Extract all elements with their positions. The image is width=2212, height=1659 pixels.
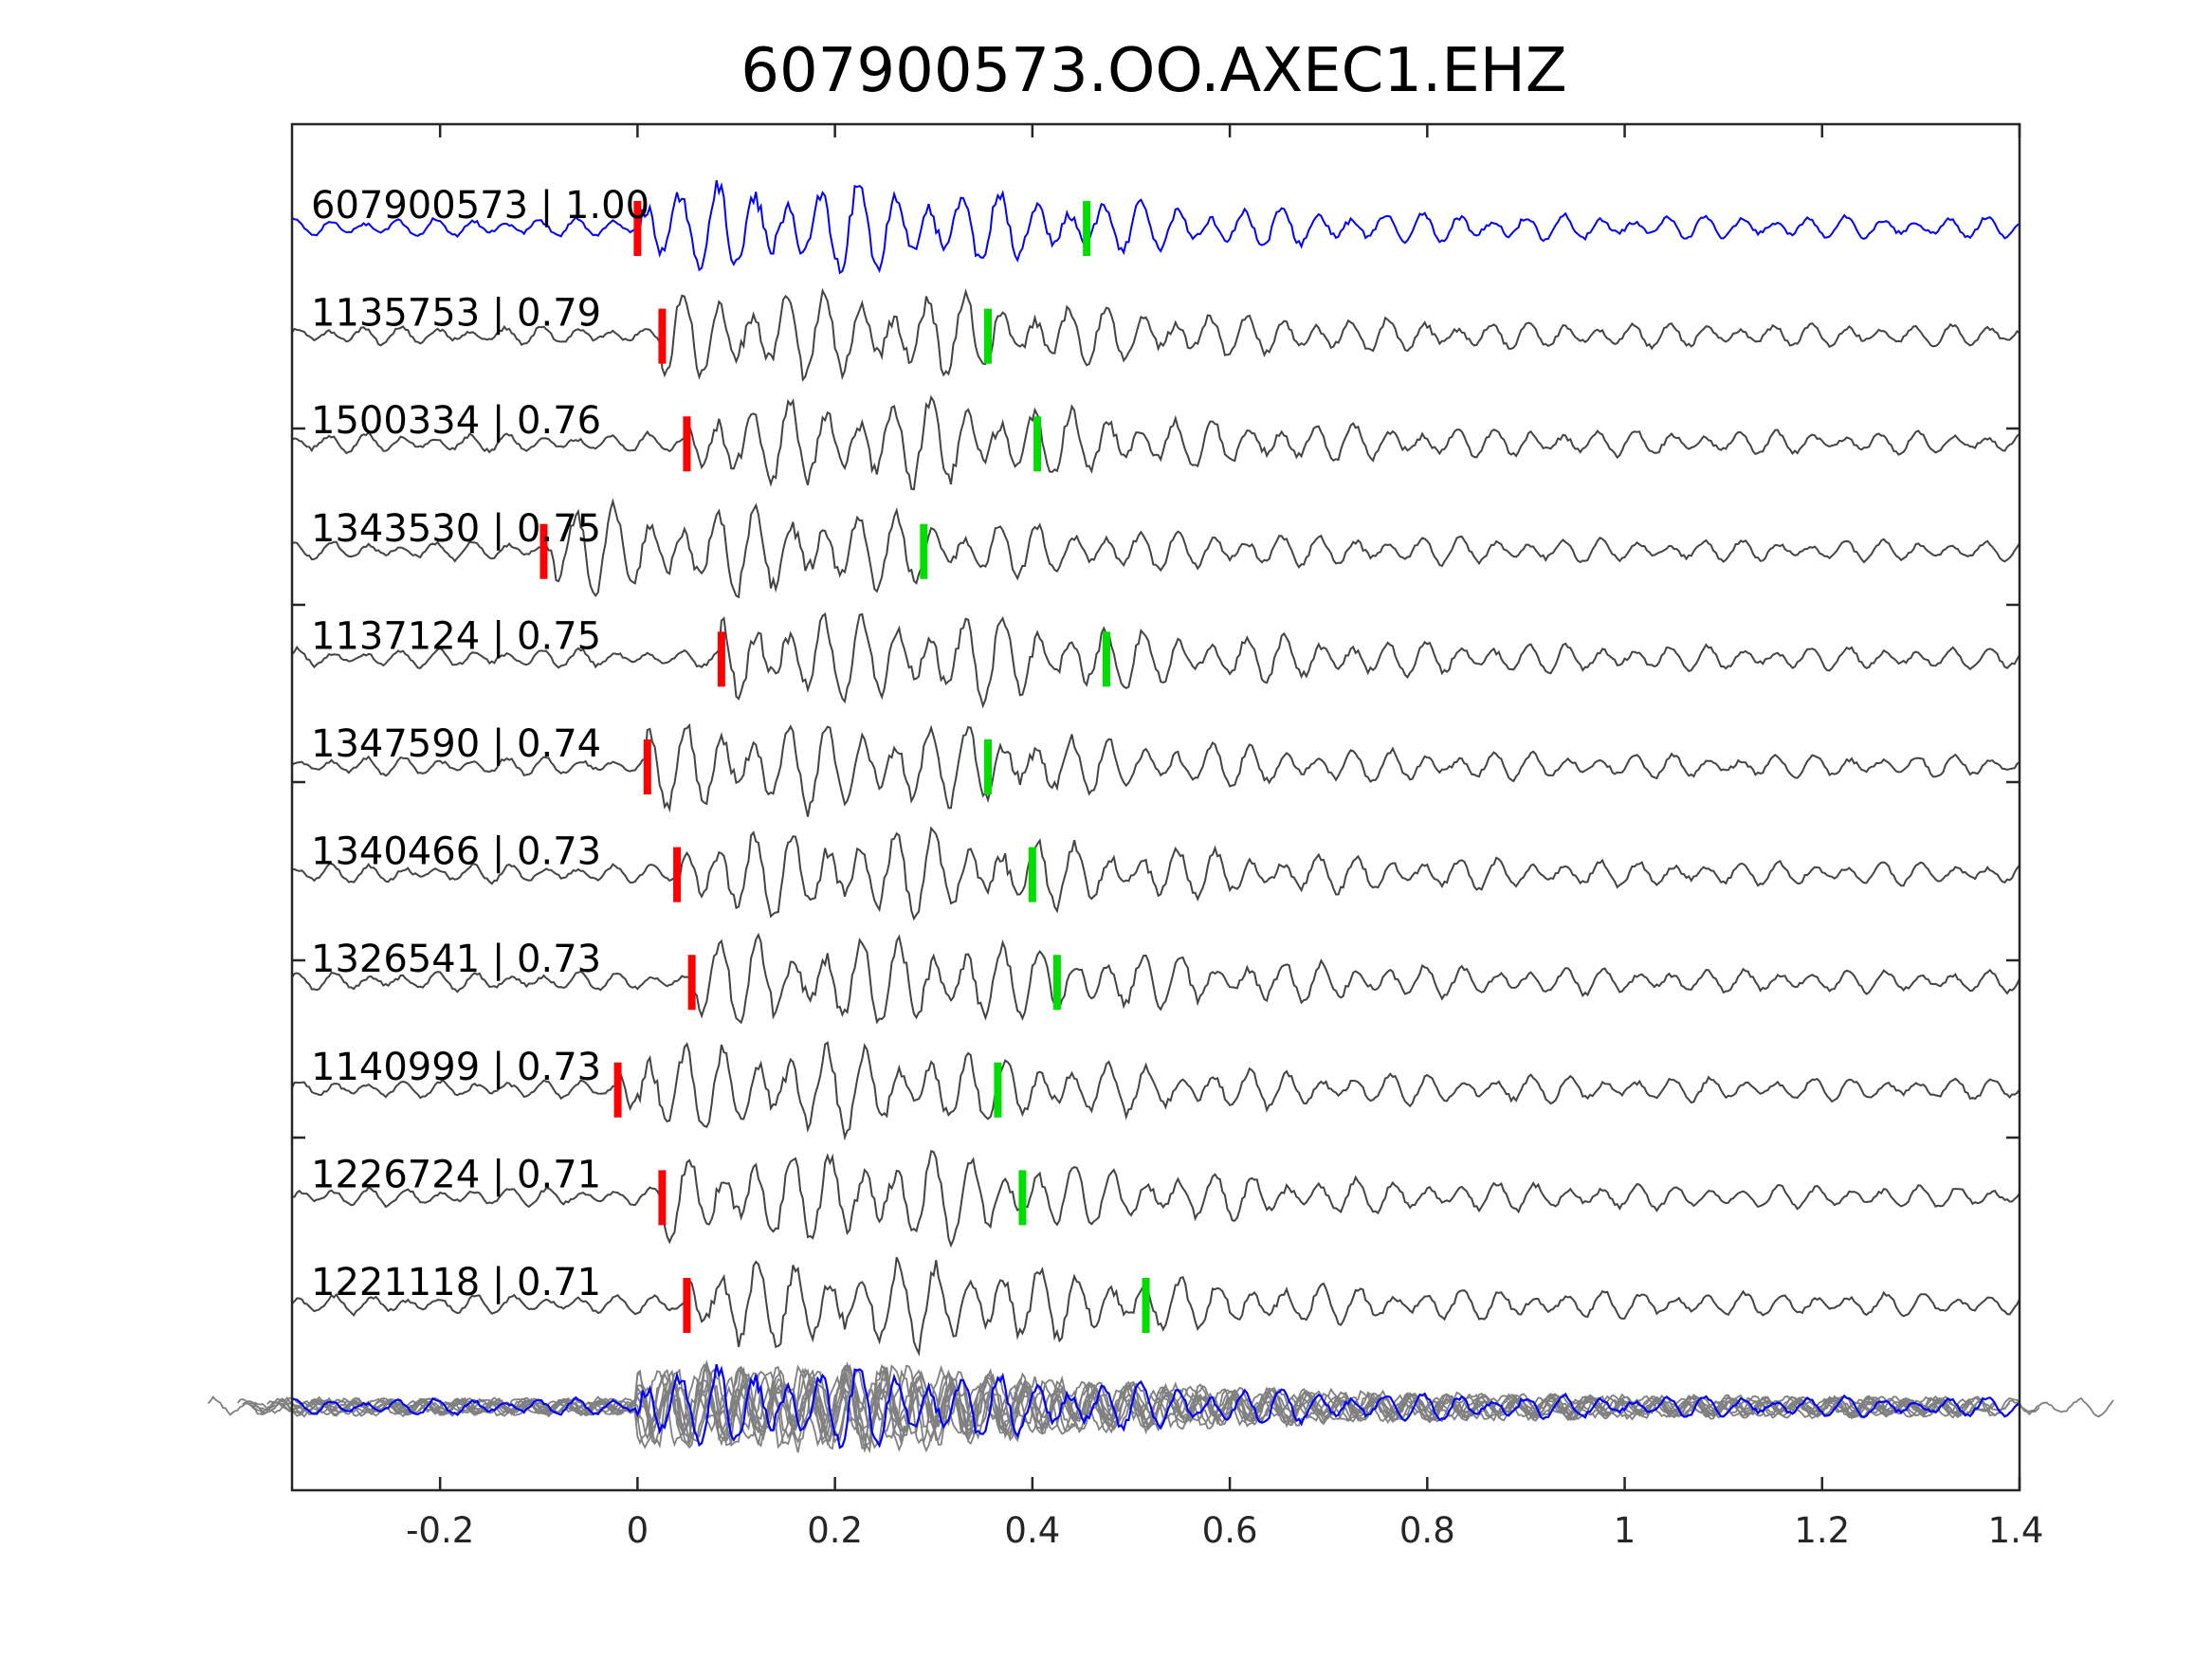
trace-line: [291, 1149, 2020, 1249]
trace-line: [291, 498, 2020, 599]
overlay-trace-line: [242, 1360, 1971, 1453]
trace-line: [291, 394, 2020, 491]
trace-label: 1343530 | 0.75: [311, 507, 601, 551]
trace-label: 1135753 | 0.79: [311, 292, 601, 336]
plot-area-frame: [290, 122, 2021, 1492]
x-tick-label: 1.4: [1988, 1510, 2044, 1551]
trace-label: 1137124 | 0.75: [311, 614, 601, 658]
x-tick-label: 0.6: [1202, 1510, 1258, 1551]
x-axis: -0.2 0 0.2 0.4 0.6 0.8 1 1.2 1.4: [292, 124, 2043, 1551]
trace-label: 1140999 | 0.73: [311, 1046, 601, 1089]
trace-label: 607900573 | 1.00: [311, 184, 649, 228]
x-tick-label: 1.2: [1794, 1510, 1850, 1551]
trace-line: [291, 1041, 2020, 1141]
x-tick-label: 1: [1614, 1510, 1636, 1551]
trace-label: 1347590 | 0.74: [311, 722, 601, 766]
traces-layer: [291, 179, 2020, 1357]
x-tick-label: 0: [627, 1510, 649, 1551]
trace-label: 1500334 | 0.76: [311, 399, 601, 443]
trace-line: [291, 287, 2020, 383]
trace-line: [291, 932, 2020, 1025]
trace-line: [291, 722, 2020, 817]
x-tick-label: 0.8: [1399, 1510, 1455, 1551]
trace-label: 1326541 | 0.73: [311, 938, 601, 981]
trace-line: [291, 826, 2020, 921]
trace-labels: 607900573 | 1.00 1135753 | 0.79 1500334 | …: [311, 184, 649, 1304]
overlay-layer: [207, 1359, 2114, 1453]
x-tick-label: 0.4: [1004, 1510, 1060, 1551]
x-tick-label: -0.2: [406, 1510, 474, 1551]
overlay-trace-line: [291, 1363, 2020, 1449]
picks-layer: [539, 201, 1150, 1333]
trace-line: [291, 1256, 2020, 1357]
overlay-trace-line: [236, 1362, 1966, 1446]
trace-label: 1340466 | 0.73: [311, 830, 601, 874]
trace-label: 1221118 | 0.71: [311, 1261, 601, 1304]
chart-title: 607900573.OO.AXEC1.EHZ: [740, 36, 1567, 106]
trace-line: [291, 179, 2020, 275]
trace-label: 1226724 | 0.71: [311, 1153, 601, 1196]
trace-line: [291, 612, 2020, 709]
x-tick-label: 0.2: [807, 1510, 863, 1551]
